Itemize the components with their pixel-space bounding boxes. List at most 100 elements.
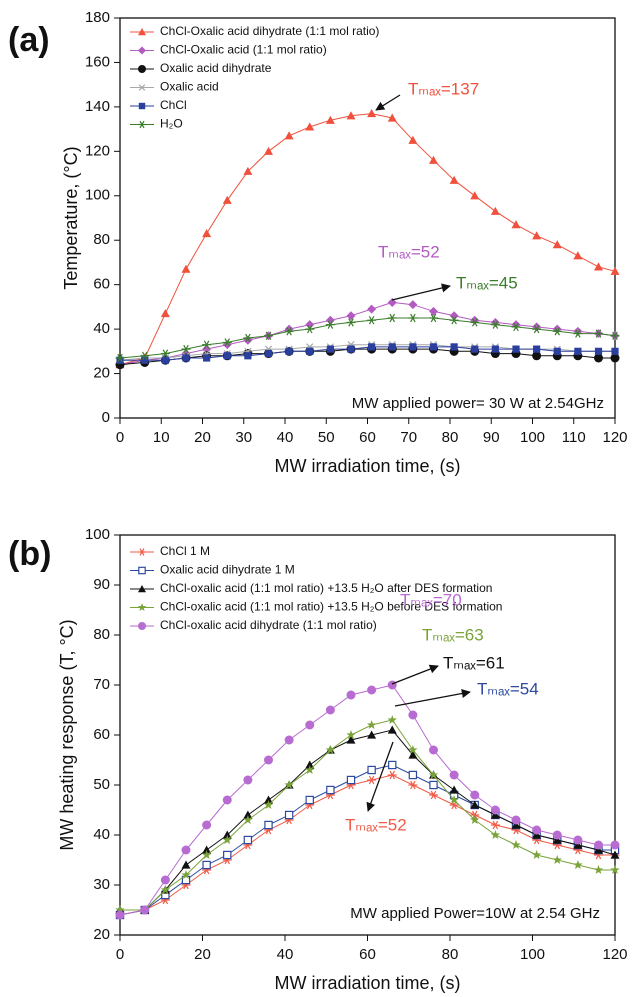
marker: [408, 313, 418, 323]
marker-stroke: [492, 820, 499, 830]
marker: [202, 820, 212, 830]
marker-stroke: [265, 331, 272, 340]
annotation-arrow: [394, 689, 471, 707]
marker: [243, 333, 253, 343]
marker: [325, 705, 335, 715]
marker-stroke: [139, 548, 145, 556]
marker-stroke: [492, 320, 499, 329]
marker-stroke: [286, 327, 292, 336]
marker-stroke: [138, 84, 146, 91]
marker: [222, 795, 232, 805]
annotation: Tₘₐₓ=63: [422, 625, 484, 644]
x-tick-label: 60: [359, 429, 376, 446]
marker-stroke: [471, 318, 478, 327]
y-tick-label: 60: [93, 726, 110, 743]
marker-stroke: [410, 313, 416, 323]
y-tick-label: 180: [85, 9, 110, 26]
marker: [429, 780, 438, 790]
marker: [387, 680, 397, 690]
marker: [306, 347, 314, 355]
marker: [531, 850, 542, 859]
marker: [449, 316, 459, 325]
power-note: MW applied Power=10W at 2.54 GHz: [350, 905, 600, 922]
marker: [429, 343, 438, 351]
marker: [449, 785, 459, 794]
marker: [203, 354, 211, 362]
marker: [138, 102, 146, 110]
marker: [611, 347, 619, 355]
marker-stroke: [224, 338, 231, 347]
marker: [181, 344, 191, 354]
marker: [115, 353, 125, 363]
marker-stroke: [595, 329, 602, 338]
legend-label: ChCl 1 M: [160, 544, 210, 558]
marker: [511, 820, 521, 829]
x-tick-label: 10: [153, 429, 170, 446]
x-tick-label: 40: [277, 429, 294, 446]
marker: [284, 780, 294, 789]
marker: [594, 840, 603, 850]
y-tick-label: 160: [85, 53, 110, 70]
legend-label: Oxalic acid dihydrate 1 M: [160, 563, 295, 577]
marker: [367, 304, 377, 314]
legend-label: ChCl-oxalic acid (1:1 mol ratio) +13.5 H…: [160, 600, 502, 614]
marker: [264, 755, 273, 765]
marker: [490, 830, 501, 839]
marker-stroke: [245, 333, 251, 343]
marker: [429, 306, 438, 316]
marker: [470, 810, 480, 820]
y-tick-label: 140: [85, 98, 110, 115]
marker-stroke: [183, 344, 189, 354]
marker: [610, 850, 620, 859]
marker: [511, 815, 521, 825]
marker: [532, 231, 542, 240]
marker-stroke: [327, 320, 334, 329]
marker: [305, 122, 315, 131]
marker: [491, 345, 499, 353]
marker: [264, 820, 273, 830]
marker: [138, 566, 146, 575]
marker: [346, 111, 356, 120]
marker: [552, 835, 562, 844]
marker: [532, 351, 542, 361]
marker: [490, 206, 500, 215]
annotation: Tₘₐₓ=70: [400, 590, 462, 609]
marker-stroke: [203, 340, 210, 349]
marker: [449, 175, 459, 184]
marker: [594, 347, 603, 355]
marker: [115, 905, 125, 914]
legend-label: Oxalic acid: [160, 80, 219, 94]
marker: [202, 860, 211, 870]
marker: [610, 353, 620, 363]
marker: [470, 790, 480, 800]
x-tick-label: 90: [483, 429, 500, 446]
marker: [490, 320, 500, 329]
annotation-arrow: [391, 664, 439, 685]
marker: [470, 318, 480, 327]
marker: [409, 343, 417, 351]
x-tick-label: 30: [235, 429, 252, 446]
marker: [367, 685, 377, 695]
marker-stroke: [348, 318, 354, 327]
marker: [594, 845, 603, 854]
marker: [470, 191, 480, 200]
panel-label: (a): [8, 21, 50, 59]
marker: [346, 311, 356, 321]
marker: [138, 548, 146, 556]
marker: [138, 84, 146, 91]
marker: [470, 800, 480, 809]
marker: [367, 730, 377, 739]
marker: [116, 356, 124, 364]
marker-stroke: [162, 349, 169, 358]
marker: [285, 347, 293, 355]
annotation: Tₘₐₓ=54: [477, 679, 539, 698]
marker: [552, 830, 562, 840]
x-tick-label: 20: [194, 429, 211, 446]
marker: [610, 266, 620, 275]
marker-stroke: [389, 313, 396, 323]
marker: [511, 322, 521, 332]
y-tick-label: 50: [93, 776, 110, 793]
x-axis-label: MW irradiation time, (s): [274, 456, 460, 476]
marker: [408, 710, 418, 720]
y-tick-label: 100: [85, 526, 110, 543]
